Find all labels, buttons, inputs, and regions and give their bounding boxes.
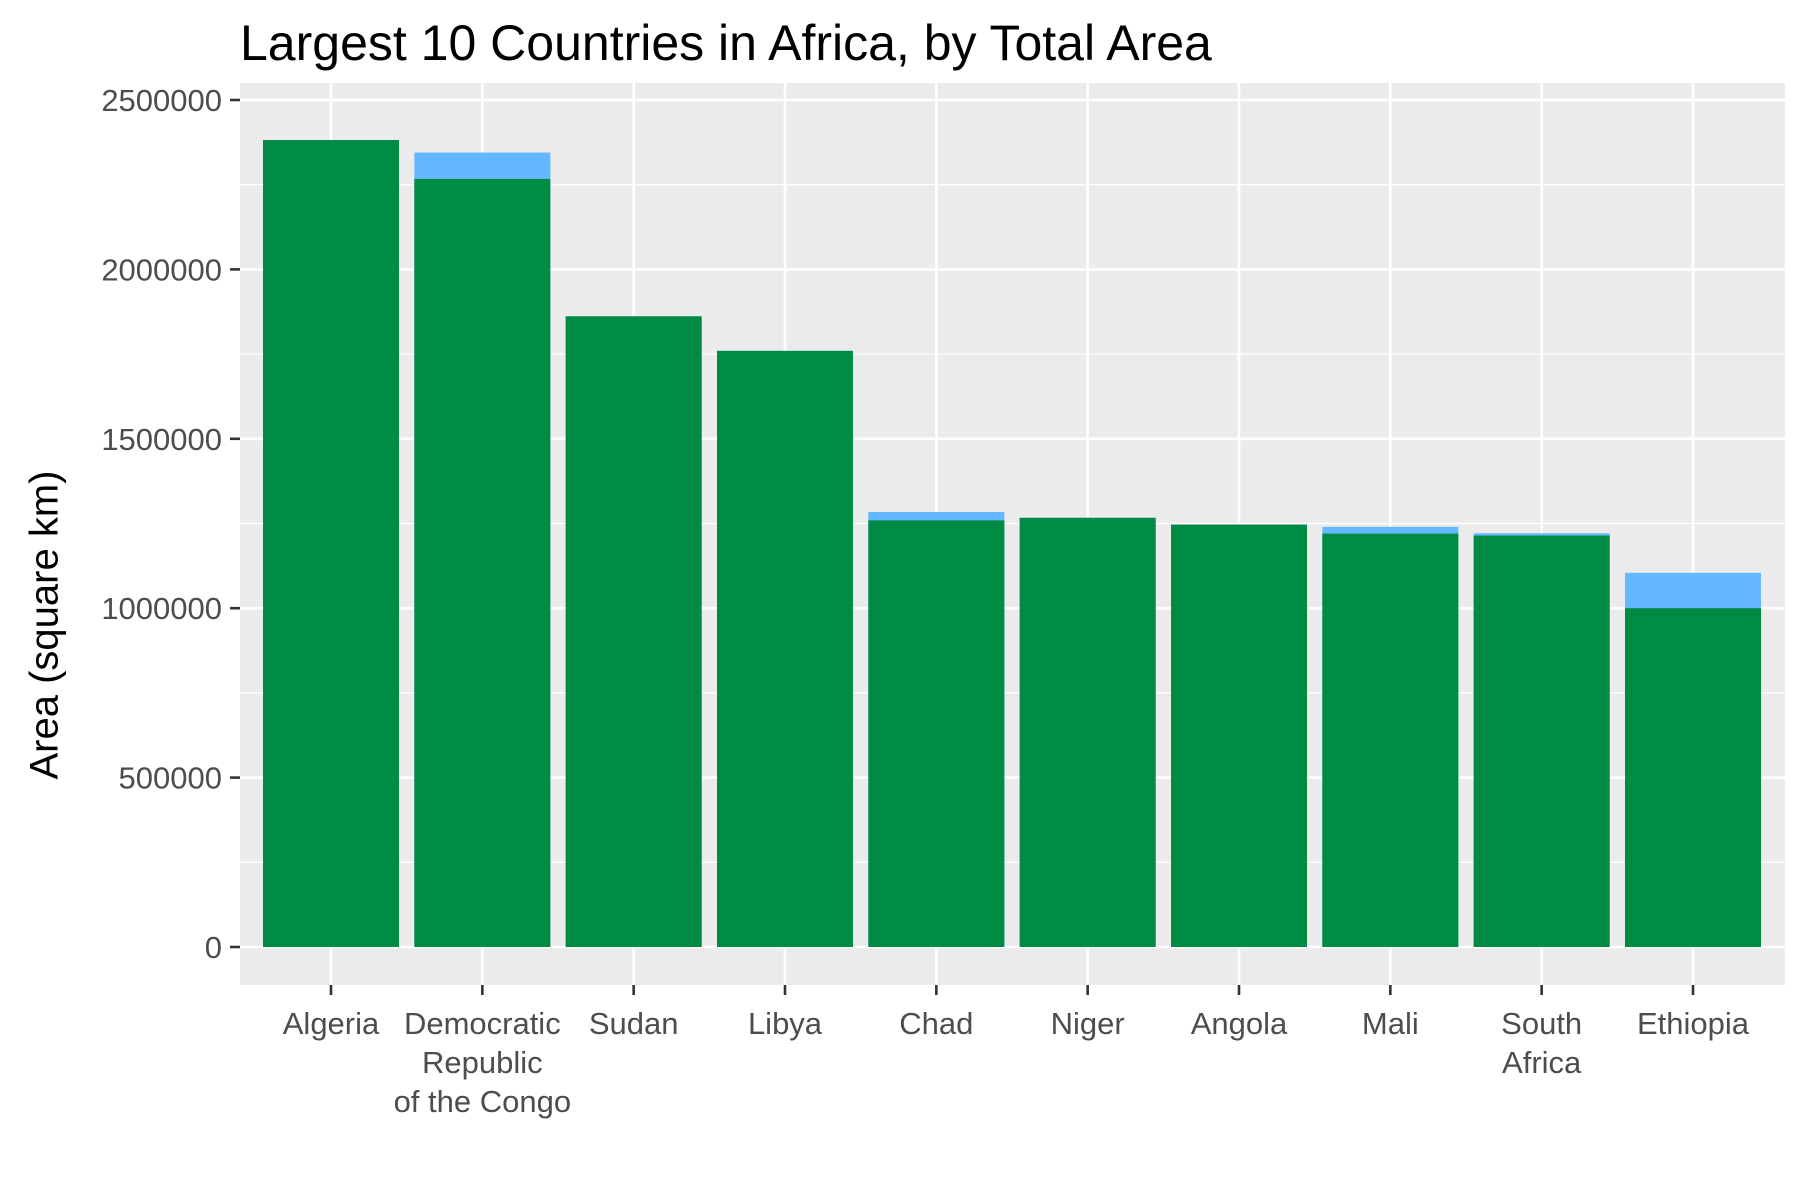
bar: [565, 316, 702, 947]
y-tick-label: 0: [205, 930, 222, 965]
x-tick-label-line: Algeria: [283, 1006, 380, 1041]
x-tick-label-line: Ethiopia: [1637, 1006, 1750, 1041]
x-tick-label: Algeria: [283, 1006, 380, 1041]
y-tick-label: 2000000: [101, 252, 222, 287]
x-tick-label-line: Mali: [1362, 1006, 1419, 1041]
x-tick-label-line: South: [1501, 1006, 1582, 1041]
bar: [263, 140, 399, 947]
bar: [717, 350, 853, 947]
x-tick-label-line: Democratic: [404, 1006, 561, 1041]
chart-title: Largest 10 Countries in Africa, by Total…: [240, 15, 1212, 71]
bar: [1473, 535, 1610, 947]
bar: [1019, 517, 1156, 947]
x-tick-label-line: Sudan: [589, 1006, 679, 1041]
x-tick-label: South Africa: [1501, 1006, 1582, 1080]
y-tick-label: 500000: [119, 761, 222, 796]
y-tick-label: 1000000: [101, 591, 222, 626]
x-tick-label: Niger: [1051, 1006, 1125, 1041]
x-tick-label-line: Niger: [1051, 1006, 1125, 1041]
x-tick-label: Sudan: [589, 1006, 679, 1041]
y-tick-label: 2500000: [101, 83, 222, 118]
x-tick-label-line: of the Congo: [394, 1084, 572, 1119]
bar: [1625, 608, 1761, 947]
x-tick-label-line: Africa: [1502, 1045, 1582, 1080]
x-tick-label-line: Angola: [1191, 1006, 1288, 1041]
x-tick-label-line: Chad: [899, 1006, 973, 1041]
x-tick-label: Mali: [1362, 1006, 1419, 1041]
bar: [414, 178, 551, 947]
x-tick-label: Chad: [899, 1006, 973, 1041]
x-tick-label: Ethiopia: [1637, 1006, 1750, 1041]
bar: [1322, 533, 1459, 947]
y-tick-label: 1500000: [101, 422, 222, 457]
bar: [868, 520, 1005, 947]
x-tick-label-line: Republic: [422, 1045, 543, 1080]
x-tick-label: Democratic Republic of the Congo: [394, 1006, 572, 1119]
x-tick-label: Libya: [748, 1006, 823, 1041]
bar: [1171, 524, 1307, 947]
x-tick-label-line: Libya: [748, 1006, 823, 1041]
x-tick-label: Angola: [1191, 1006, 1288, 1041]
